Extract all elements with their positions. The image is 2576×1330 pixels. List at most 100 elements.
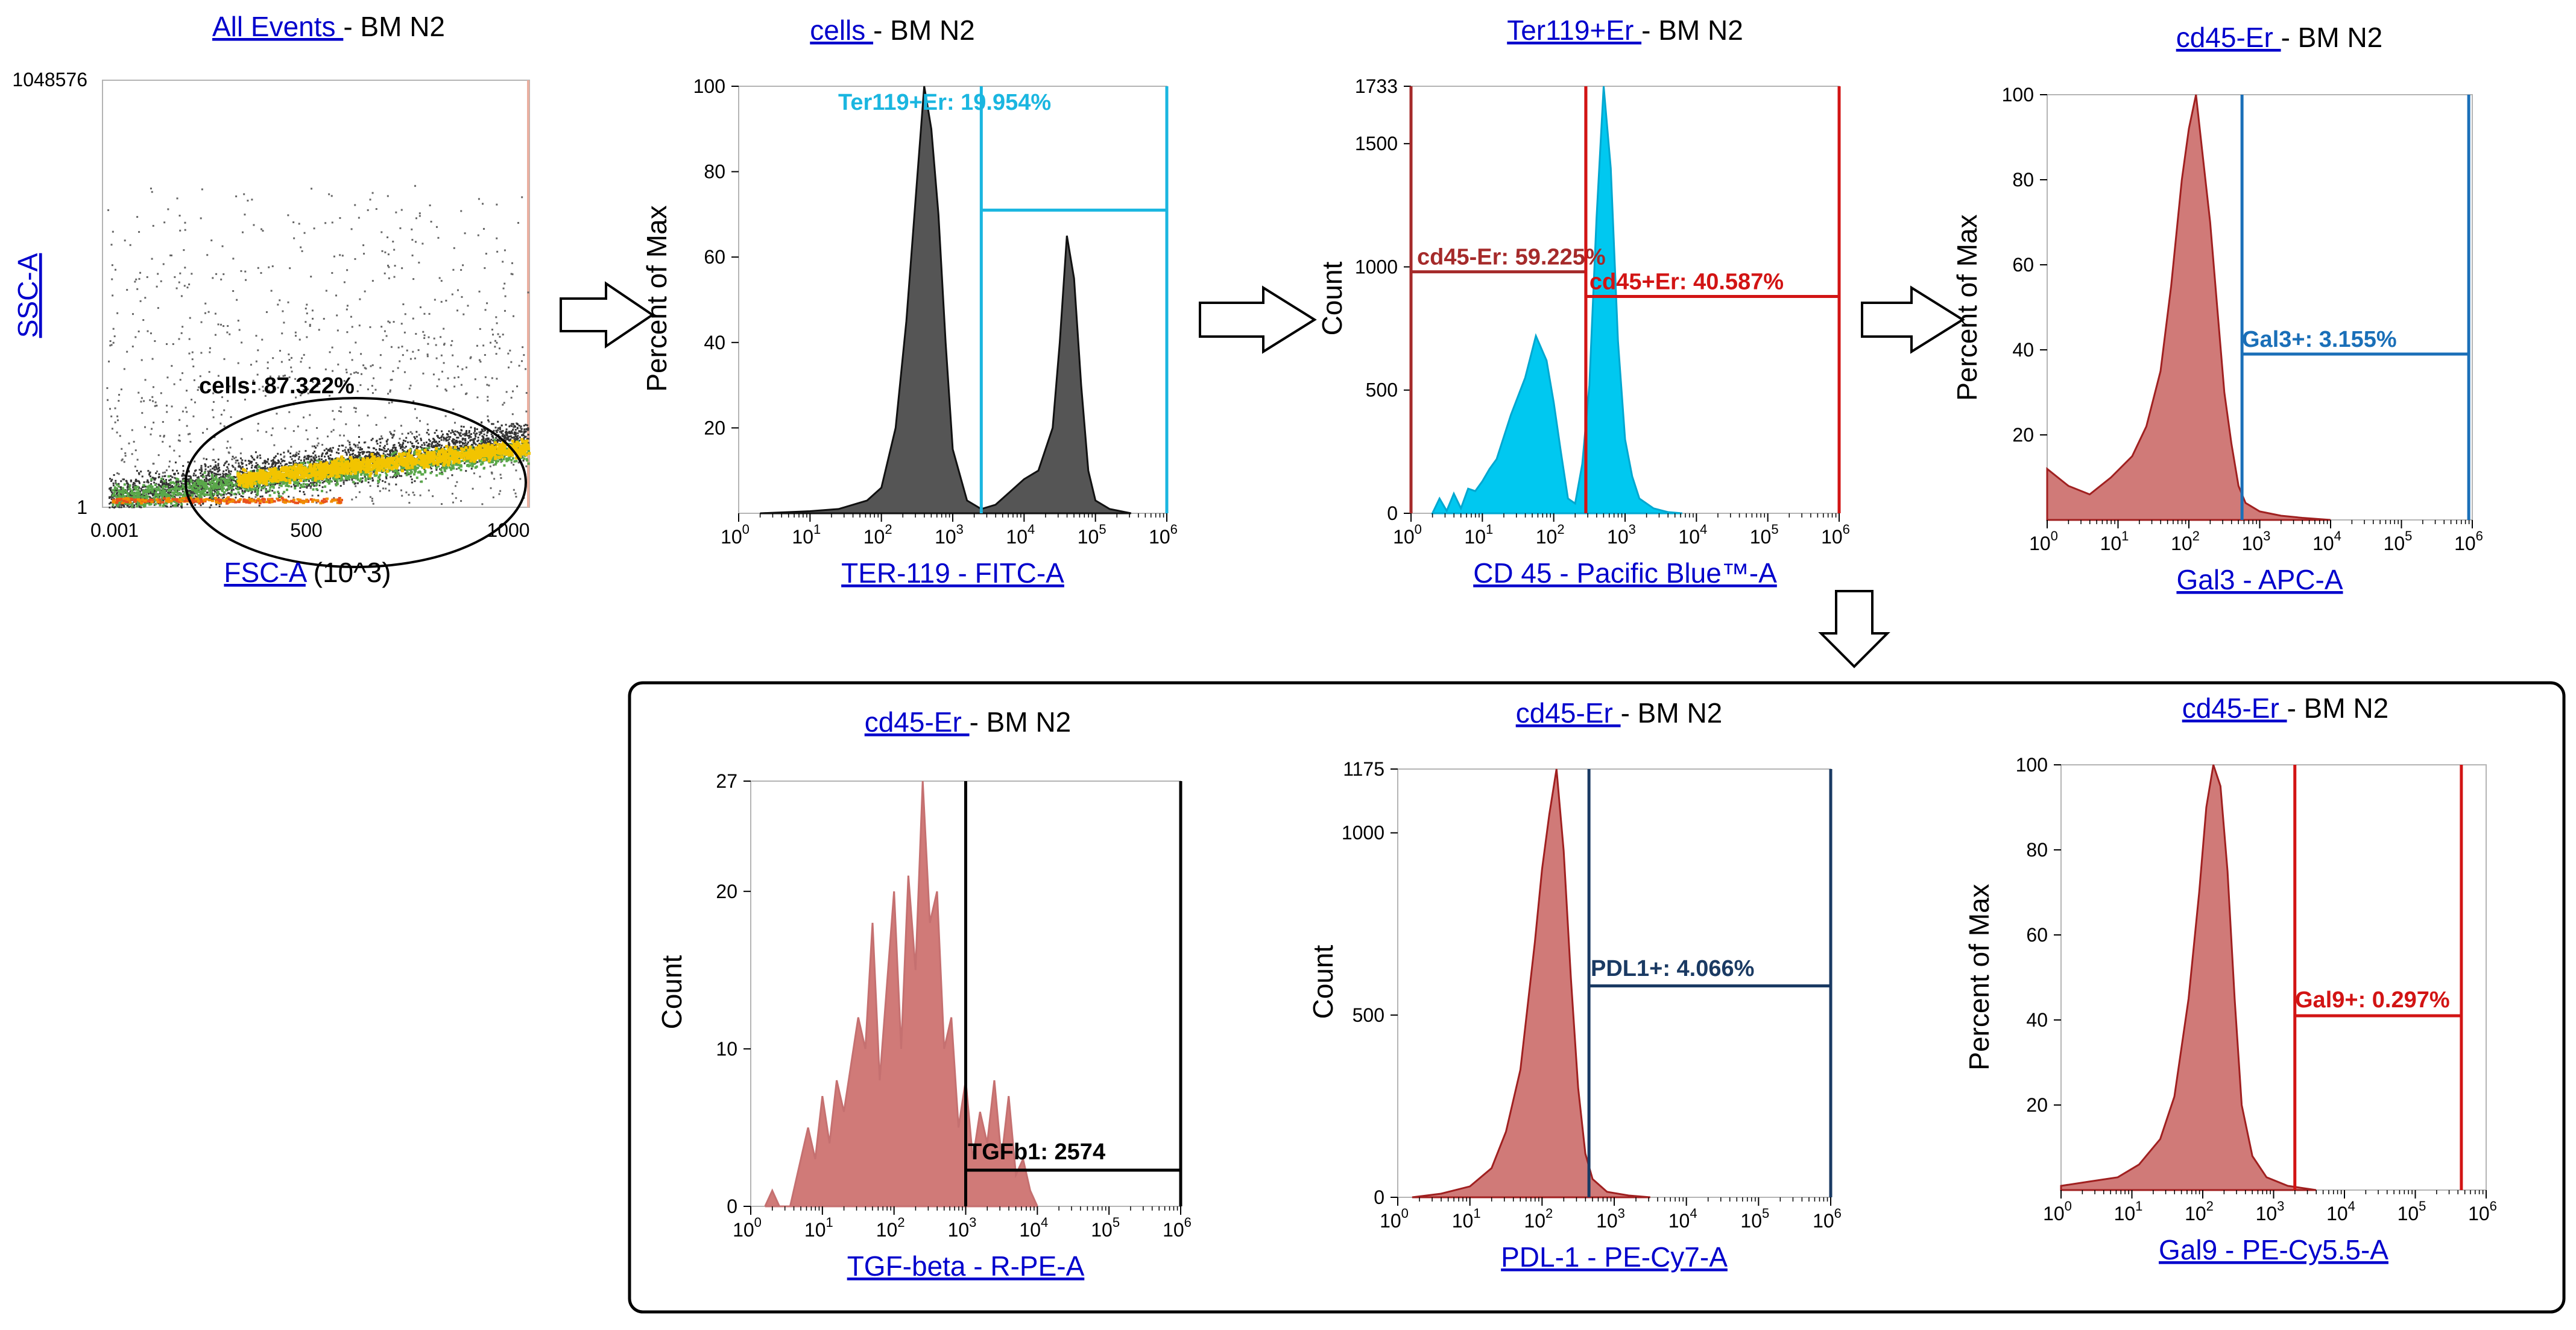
scatter-point — [163, 221, 165, 223]
scatter-point — [131, 502, 134, 505]
scatter-point — [291, 458, 293, 460]
scatter-point — [153, 422, 154, 423]
scatter-point — [447, 477, 449, 479]
scatter-point — [166, 469, 168, 471]
scatter-point — [417, 442, 419, 444]
scatter-point — [221, 414, 223, 416]
scatter-point — [238, 463, 239, 464]
scatter-point — [257, 455, 259, 457]
scatter-point — [462, 314, 464, 315]
scatter-point — [307, 439, 309, 440]
scatter-point — [460, 269, 462, 271]
scatter-point — [121, 460, 122, 461]
scatter-point — [231, 490, 233, 492]
scatter-point — [351, 499, 353, 501]
scatter-point — [226, 493, 227, 495]
scatter-point — [304, 232, 306, 234]
scatter-point — [401, 346, 403, 347]
scatter-point — [203, 458, 205, 460]
title-link[interactable]: All Events — [212, 11, 343, 42]
scatter-point — [115, 422, 116, 423]
scatter-point — [268, 463, 270, 465]
scatter-point — [220, 279, 222, 280]
scatter-point — [349, 446, 351, 448]
scatter-point — [517, 222, 519, 224]
scatter-point — [156, 286, 158, 288]
scatter-point — [338, 445, 340, 447]
scatter-point — [361, 451, 363, 453]
scatter-point — [192, 352, 194, 353]
scatter-point — [159, 435, 161, 437]
scatter-point — [385, 451, 387, 452]
scatter-point — [107, 399, 109, 401]
scatter-point — [265, 463, 267, 464]
scatter-point — [479, 476, 481, 478]
scatter-point — [346, 309, 348, 311]
scatter-point — [329, 448, 331, 450]
scatter-point — [339, 254, 341, 256]
scatter-point — [123, 478, 125, 480]
scatter-point — [409, 441, 411, 443]
scatter-point — [224, 463, 226, 464]
scatter-point — [157, 307, 159, 309]
scatter-point — [513, 489, 515, 491]
scatter-point — [132, 313, 134, 315]
scatter-point — [379, 438, 381, 440]
scatter-point — [233, 493, 236, 495]
scatter-point — [358, 425, 360, 426]
scatter-point — [525, 368, 526, 370]
scatter-point — [525, 424, 526, 426]
scatter-point — [379, 490, 381, 492]
scatter-point — [254, 491, 256, 493]
scatter-point — [330, 454, 332, 456]
scatter-point — [192, 358, 194, 360]
scatter-point — [138, 331, 140, 332]
scatter-point — [506, 391, 508, 393]
scatter-point — [299, 490, 301, 492]
scatter-point — [204, 463, 206, 465]
scatter-point — [256, 457, 258, 458]
scatter-point — [359, 384, 361, 386]
scatter-point — [160, 478, 163, 480]
scatter-point — [360, 478, 362, 480]
scatter-point — [130, 481, 132, 483]
scatter-point — [109, 408, 111, 410]
scatter-point — [437, 443, 438, 445]
scatter-point — [131, 429, 133, 431]
scatter-point — [414, 358, 416, 359]
scatter-point — [479, 291, 481, 293]
scatter-point — [124, 452, 126, 454]
plot-all-events: All Events - BM N2 cells: 87.322% 104857… — [12, 11, 531, 588]
scatter-point — [138, 481, 140, 483]
scatter-point — [392, 451, 394, 452]
scatter-point — [239, 329, 241, 331]
scatter-point — [231, 458, 233, 460]
scatter-point — [380, 326, 382, 328]
scatter-point — [383, 452, 385, 454]
scatter-point — [150, 188, 152, 189]
scatter-point — [359, 325, 361, 326]
scatter-point — [402, 303, 404, 305]
scatter-point — [330, 431, 332, 432]
scatter-point — [424, 334, 426, 336]
scatter-point — [162, 475, 163, 477]
scatter-point — [257, 423, 259, 425]
scatter-point — [515, 496, 517, 498]
scatter-point — [241, 463, 243, 465]
scatter-point — [407, 442, 409, 443]
scatter-point — [496, 322, 498, 324]
scatter-point — [497, 440, 499, 442]
scatter-point — [142, 475, 144, 477]
scatter-point — [362, 244, 364, 246]
scatter-point — [391, 437, 393, 439]
scatter-point — [416, 417, 418, 419]
scatter-point — [358, 446, 359, 448]
scatter-point — [436, 358, 438, 359]
scatter-point — [411, 432, 413, 434]
scatter-point — [419, 215, 421, 217]
scatter-point — [250, 455, 252, 457]
scatter-point — [388, 253, 390, 255]
scatter-point — [179, 273, 181, 274]
scatter-point — [361, 480, 363, 482]
scatter-point — [462, 434, 464, 435]
